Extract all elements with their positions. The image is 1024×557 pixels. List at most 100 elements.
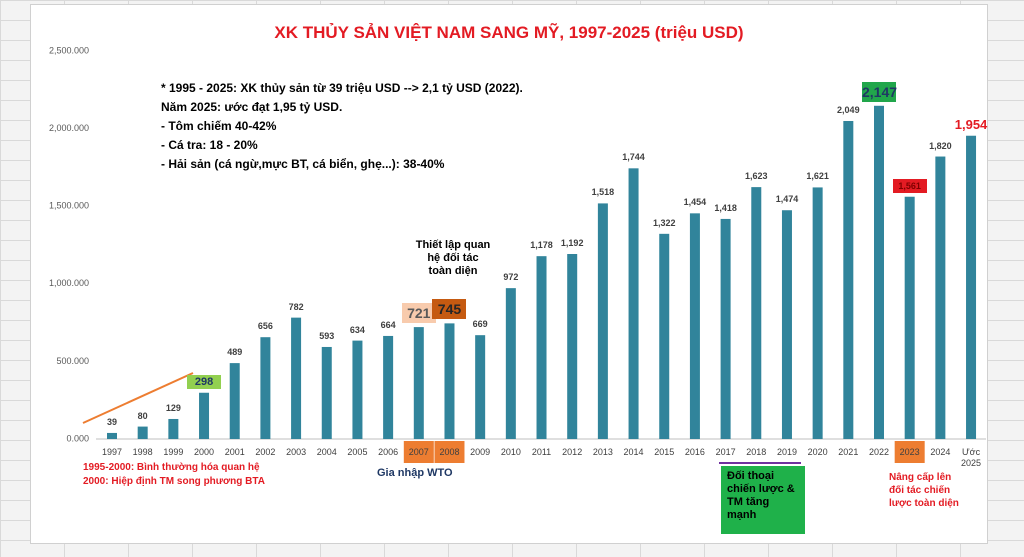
value-label: 2,049 (837, 104, 860, 115)
bar (107, 432, 117, 439)
value-label: 1,621 (806, 171, 829, 182)
y-tick-label: 500.000 (56, 356, 89, 366)
x-tick-label: 2017 (715, 447, 736, 457)
x-tick-label: 2002 (255, 447, 276, 457)
value-label: 1,178 (530, 240, 553, 251)
summary-line: - Cá tra: 18 - 20% (161, 138, 258, 152)
value-label: 664 (380, 319, 396, 330)
category-highlight (434, 441, 465, 463)
summary-line: Năm 2025: ước đạt 1,95 tỷ USD. (161, 100, 343, 114)
value-label: 489 (227, 347, 243, 358)
chart: 0.000 500.000 1,000.000 1,500.000 2,000.000 2… (49, 45, 986, 464)
value-label: 1,820 (929, 140, 952, 151)
y-tick-label: 0.000 (66, 433, 89, 443)
bar (475, 335, 486, 439)
bar (137, 426, 148, 439)
value-label: 593 (319, 330, 335, 341)
x-tick-label: 2011 (531, 447, 552, 457)
bar (628, 168, 639, 439)
value-label: 782 (288, 301, 304, 312)
bar (966, 135, 977, 439)
value-label: 1,192 (560, 238, 584, 248)
bar (904, 196, 915, 439)
x-tick-label: 2007 (408, 447, 429, 457)
x-tick-label: 2016 (684, 447, 705, 457)
value-label: 721 (401, 303, 436, 324)
x-tick-label: 2003 (286, 447, 307, 457)
value-label: 1,744 (622, 152, 645, 163)
x-tick-label: 2004 (316, 447, 337, 457)
value-label: 80 (137, 410, 148, 421)
value-label: 129 (165, 402, 181, 413)
x-tick-label: 2012 (562, 447, 583, 457)
value-label: 745 (432, 299, 467, 320)
bar (567, 254, 578, 439)
x-tick-label: 2021 (838, 447, 859, 457)
summary-line: - Tôm chiếm 40-42% (161, 119, 277, 133)
bar (383, 335, 394, 439)
chart-title: XK THỦY SẢN VIỆT NAM SANG MỸ, 1997-2025 … (274, 23, 744, 42)
summary-line: - Hải sản (cá ngừ,mực BT, cá biển, ghẹ..… (161, 157, 445, 171)
value-label: 972 (503, 272, 519, 283)
x-tick-label: 2020 (807, 447, 828, 457)
x-tick-label: 2015 (654, 447, 675, 457)
value-label: 1,518 (591, 187, 615, 198)
y-tick-label: 2,000.000 (49, 123, 89, 133)
x-tick-label: 1999 (163, 447, 184, 457)
normalization-line: 2000: Hiệp định TM song phương BTA (83, 476, 265, 487)
bar (659, 233, 670, 439)
bar (168, 418, 179, 439)
x-tick-label: 2018 (746, 447, 767, 457)
x-tick-label: 2005 (347, 447, 368, 457)
x-tick-label: 2014 (623, 447, 644, 457)
value-label: 1,418 (714, 202, 737, 213)
bar (229, 363, 240, 439)
value-label: 1,474 (775, 194, 799, 205)
normalization-note: 1995-2000: Bình thường hóa quan hệ 2000: … (83, 461, 265, 489)
bar (935, 156, 946, 439)
x-tick-label: 1997 (101, 447, 123, 457)
bar (505, 288, 516, 439)
x-tick-label: 2019 (776, 447, 797, 457)
value-label: 2,147 (862, 81, 898, 102)
bar (843, 120, 854, 439)
value-label: 298 (187, 374, 222, 389)
y-tick-label: 1,000.000 (49, 278, 89, 288)
bar (751, 187, 762, 439)
value-label: 1,561 (892, 178, 927, 193)
bar (291, 317, 302, 439)
value-label: 1,954 (954, 116, 988, 132)
bar (444, 323, 455, 439)
x-tick-label: 2009 (470, 447, 491, 457)
x-tick-label: 2010 (500, 447, 521, 457)
value-label: 1,322 (652, 217, 676, 228)
bar (352, 340, 363, 439)
bar (812, 187, 823, 439)
x-tick-label: 2001 (224, 447, 245, 457)
x-tick-label: 2022 (868, 447, 890, 457)
upgrade-note: Nâng cấp lên đối tác chiến lược toàn diệ… (889, 472, 959, 509)
category-highlight (894, 441, 925, 463)
wto-note: Gia nhập WTO (377, 467, 453, 479)
x-tick-label: 2006 (378, 447, 399, 457)
x-tick-label: 2024 (930, 447, 951, 457)
value-label: 669 (472, 319, 488, 330)
bar (413, 327, 424, 439)
bar (720, 218, 731, 439)
x-tick-label: 2008 (439, 447, 460, 457)
summary-line: * 1995 - 2025: XK thủy sản từ 39 triệu U… (161, 81, 523, 95)
bar (689, 213, 700, 439)
summary-note: * 1995 - 2025: XK thủy sản từ 39 triệu U… (161, 79, 523, 174)
bar (536, 256, 547, 439)
x-tick-label: 2000 (194, 447, 215, 457)
normalization-line: 1995-2000: Bình thường hóa quan hệ (83, 462, 260, 473)
value-label: 1,454 (683, 197, 707, 208)
y-tick-label: 1,500.000 (49, 201, 89, 211)
bar (199, 392, 210, 439)
x-tick-label: 2013 (592, 447, 613, 457)
category-highlight (403, 441, 434, 463)
bar (874, 105, 884, 440)
dialogue-note: Đối thoại chiến lược & TM tăng mạnh (721, 466, 805, 534)
x-tick-label: 1998 (132, 447, 153, 457)
